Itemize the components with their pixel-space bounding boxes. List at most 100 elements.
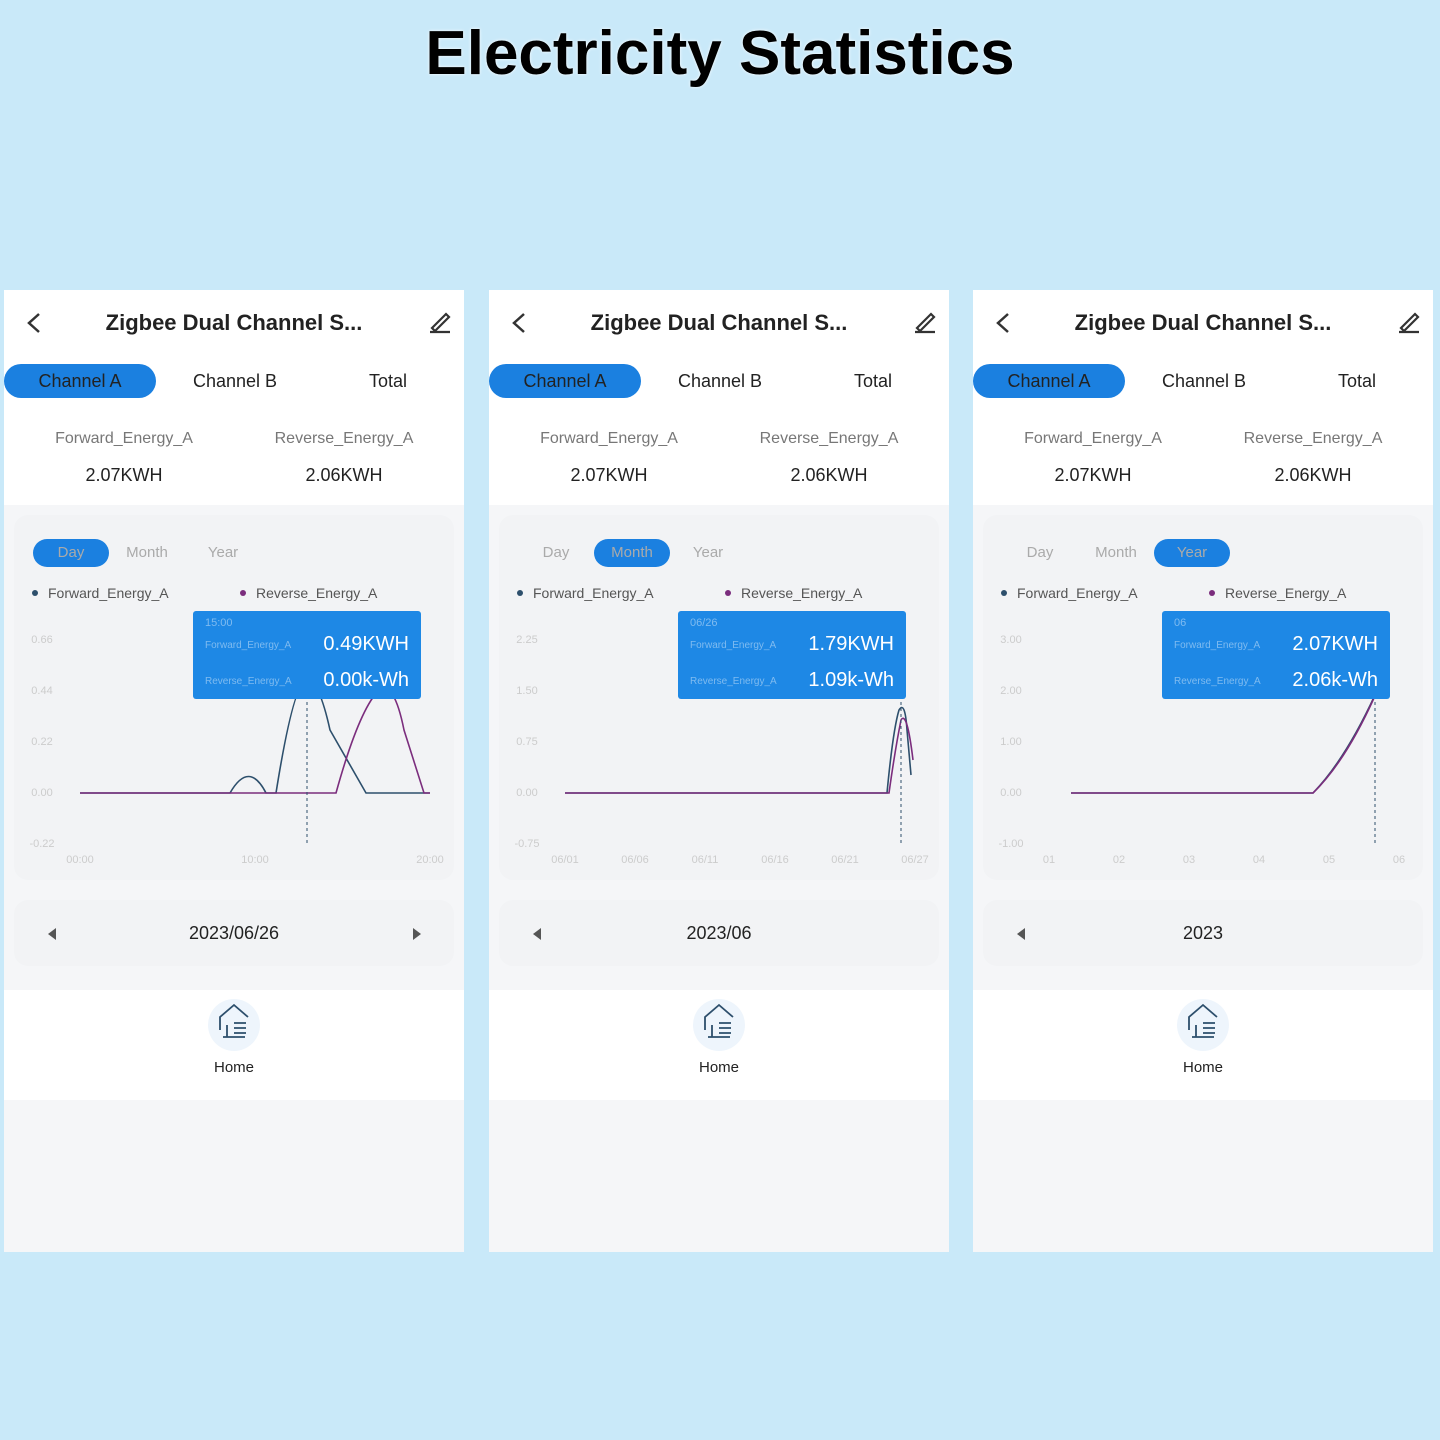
home-icon[interactable] (219, 1003, 249, 1038)
channel-tab[interactable]: Channel A (973, 364, 1125, 398)
y-tick-label: 2.00 (1000, 685, 1022, 697)
screen-title: Zigbee Dual Channel S... (105, 310, 363, 335)
prev-arrow[interactable] (533, 928, 541, 940)
period-tab[interactable]: Month (594, 539, 670, 567)
chart-line (565, 717, 914, 794)
y-tick-label: 2.25 (516, 634, 538, 646)
y-tick-label: 1.00 (1000, 736, 1022, 748)
home-icon[interactable] (704, 1003, 734, 1038)
channel-tab[interactable]: Channel A (4, 364, 156, 398)
prev-arrow[interactable] (48, 928, 56, 940)
y-tick-label: -0.75 (514, 838, 540, 850)
channel-tab[interactable]: Channel B (192, 371, 278, 391)
legend-dot (517, 590, 523, 596)
y-tick-label: 0.66 (31, 634, 53, 646)
x-tick-label: 06/06 (621, 854, 649, 866)
date-label: 2023 (1182, 923, 1224, 943)
nav-label[interactable]: Home (1182, 1059, 1223, 1076)
home-icon[interactable] (1188, 1003, 1218, 1038)
period-tab[interactable]: Day (1026, 544, 1054, 561)
period-tab[interactable]: Year (692, 544, 724, 561)
date-card (499, 900, 939, 966)
channel-tab[interactable]: Channel B (677, 371, 763, 391)
tooltip-header: 15:00 (205, 617, 233, 629)
channel-tab[interactable]: Channel A (489, 364, 641, 398)
y-tick-label: 0.00 (31, 787, 53, 799)
date-label: 2023/06/26 (188, 923, 280, 943)
legend-label: Forward_Energy_A (48, 585, 169, 601)
y-tick-label: 3.00 (1000, 634, 1022, 646)
stat-label: Reverse_Energy_A (1243, 430, 1383, 447)
period-tab[interactable]: Day (542, 544, 570, 561)
icons-layer (512, 312, 936, 1051)
tooltip-header: 06/26 (690, 617, 718, 629)
stat-value: 2.06KWH (305, 465, 383, 485)
y-tick-label: 1.50 (516, 685, 538, 697)
legend-dot (725, 590, 731, 596)
stat-value: 2.07KWH (1054, 465, 1132, 485)
nav-label[interactable]: Home (698, 1059, 739, 1076)
stat-label: Reverse_Energy_A (759, 430, 899, 447)
next-arrow[interactable] (413, 928, 421, 940)
edit-button[interactable] (915, 312, 936, 334)
stat-label: Reverse_Energy_A (274, 430, 414, 447)
channel-tab[interactable]: Total (368, 371, 408, 391)
tooltip-series: Reverse_Energy_A (1174, 676, 1261, 687)
edit-button[interactable] (1399, 312, 1420, 334)
period-tab[interactable]: Day (33, 539, 109, 567)
period-tab[interactable]: Month (1095, 544, 1137, 561)
stat-value: 2.06KWH (1274, 465, 1352, 485)
date-label: 2023/06 (686, 923, 752, 943)
prev-arrow[interactable] (1017, 928, 1025, 940)
y-tick-label: 0.44 (31, 685, 53, 697)
period-tab[interactable]: Month (126, 544, 168, 561)
tooltip-value: 1.79KWH (808, 633, 894, 655)
y-tick-label: 0.22 (31, 736, 53, 748)
x-tick-label: 06/27 (901, 854, 929, 866)
y-tick-label: 0.75 (516, 736, 538, 748)
nav-label[interactable]: Home (213, 1059, 254, 1076)
chart-line (565, 706, 912, 794)
x-tick-label: 00:00 (66, 854, 94, 866)
tooltip-series: Reverse_Energy_A (690, 676, 777, 687)
icons-layer (996, 312, 1420, 1051)
period-tab[interactable]: Year (1154, 539, 1230, 567)
edit-button[interactable] (430, 312, 451, 334)
channel-tab[interactable]: Channel B (1161, 371, 1247, 391)
y-tick-label: 0.00 (516, 787, 538, 799)
page-title: Electricity Statistics (425, 19, 1015, 88)
legend-label: Reverse_Energy_A (741, 585, 863, 601)
stats-area (973, 405, 1433, 505)
y-tick-label: -0.22 (29, 838, 55, 850)
tooltip-value: 0.49KWH (323, 633, 409, 655)
tooltip-header: 06 (1174, 617, 1187, 629)
channel-tab[interactable]: Total (1337, 371, 1377, 391)
tooltip-series: Forward_Energy_A (1174, 640, 1261, 651)
tooltip: 06 Forward_Energy_A 2.07KWH Reverse_Energy_… (1162, 611, 1390, 699)
channel-tab[interactable]: Total (853, 371, 893, 391)
x-tick-label: 05 (1322, 854, 1336, 866)
legend-dot (1001, 590, 1007, 596)
phone-screen: Zigbee Dual Channel S... Channel A Channel… (4, 290, 464, 1252)
back-button[interactable] (512, 313, 525, 333)
stat-value: 2.06KWH (790, 465, 868, 485)
x-tick-label: 02 (1112, 854, 1126, 866)
x-tick-label: 10:00 (241, 854, 269, 866)
legend-label: Forward_Energy_A (1017, 585, 1138, 601)
home-icon-bg (1177, 999, 1229, 1051)
x-tick-label: 20:00 (416, 854, 444, 866)
tooltip-value: 2.07KWH (1292, 633, 1378, 655)
y-tick-label: 0.00 (1000, 787, 1022, 799)
back-button[interactable] (996, 313, 1009, 333)
period-tab[interactable]: Year (207, 544, 239, 561)
chart-line (80, 687, 430, 794)
tooltip-value: 1.09k-Wh (808, 669, 894, 691)
x-tick-label: 06/21 (831, 854, 859, 866)
stats-area (4, 405, 464, 505)
tooltip-series: Forward_Energy_A (205, 640, 292, 651)
x-tick-label: 04 (1252, 854, 1266, 866)
back-button[interactable] (27, 313, 40, 333)
screen-title: Zigbee Dual Channel S... (1074, 310, 1332, 335)
date-card (14, 900, 454, 966)
